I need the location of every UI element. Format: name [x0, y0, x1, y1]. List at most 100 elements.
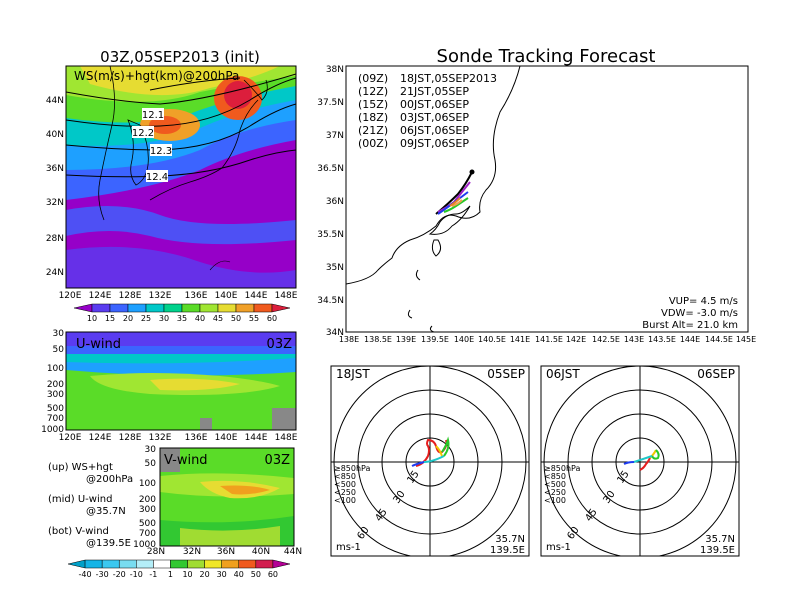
- legend-init: (09Z): [358, 72, 388, 85]
- colorbar-tick: 45: [213, 314, 223, 323]
- lat-tick: 35N: [326, 263, 344, 273]
- p-tick: 50: [145, 459, 157, 469]
- hodo-right-unit: ms-1: [546, 542, 571, 553]
- colorbar-tick: 50: [251, 570, 261, 579]
- colorbar-swatch: [127, 303, 147, 313]
- lon-tick: 120E: [59, 433, 82, 443]
- hodograph-right: 06JST 06SEP 15 30 45 60 ≥850hPa <850 <50…: [540, 365, 740, 557]
- colorbar-tick: -40: [79, 570, 92, 579]
- colorbar-tick: 1: [168, 570, 173, 579]
- p-tick: 300: [139, 505, 156, 515]
- colorbar-swatch: [199, 303, 219, 313]
- colorbar-tick: 20: [200, 570, 210, 579]
- lat-tick: 37N: [326, 131, 344, 141]
- hodo-left-lon: 139.5E: [490, 545, 525, 556]
- colorbar-swatch: [187, 559, 205, 569]
- track-legend: (09Z) 18JST,05SEP2013 (12Z) 21JST,05SEP …: [358, 72, 497, 150]
- contour-label: 12.2: [132, 128, 154, 139]
- level-legend: <850: [544, 472, 566, 481]
- colorbar-swatch: [163, 303, 183, 313]
- map-contour-labels: 12.1 12.2 12.3 12.4: [132, 108, 172, 183]
- lon-tick: 140E: [215, 291, 238, 301]
- legend-time: 06JST,06SEP: [400, 124, 469, 137]
- colorbar-tick: 40: [195, 314, 205, 323]
- lon-tick: 128E: [119, 291, 142, 301]
- hodo-left-lat: 35.7N: [495, 534, 525, 545]
- track-coastline: [346, 66, 521, 332]
- p-tick: 100: [139, 479, 156, 489]
- lat-tick: 35.5N: [317, 230, 344, 240]
- sonde-track: [435, 171, 473, 215]
- v-wind-time: 03Z: [265, 453, 291, 468]
- hodo-left-date: 05SEP: [487, 367, 525, 381]
- lon-tick: 144E: [680, 335, 700, 344]
- lat-tick: 28N: [147, 547, 165, 557]
- colorbar-swatch: [67, 559, 86, 569]
- colorbar-tick: -30: [96, 570, 109, 579]
- lon-tick: 144.5E: [705, 335, 733, 344]
- colorbar-swatch: [181, 303, 201, 313]
- colorbar-swatch: [153, 559, 171, 569]
- lon-tick: 136E: [185, 433, 208, 443]
- track-frame: [345, 65, 749, 333]
- map-title: 03Z,05SEP2013 (init): [100, 48, 260, 66]
- lon-tick: 128E: [119, 433, 142, 443]
- p-tick: 30: [145, 445, 157, 455]
- legend-init: (18Z): [358, 111, 388, 124]
- note-mid-level: @35.7N: [86, 506, 126, 517]
- lon-tick: 148E: [275, 433, 298, 443]
- p-tick: 1000: [41, 425, 64, 435]
- p-tick: 200: [47, 380, 64, 390]
- lat-tick: 36N: [326, 197, 344, 207]
- lon-tick: 138E: [339, 335, 359, 344]
- vup-text: VUP= 4.5 m/s: [669, 296, 738, 307]
- p-tick: 200: [139, 495, 156, 505]
- p-tick: 700: [139, 529, 156, 539]
- level-legend: <100: [544, 496, 566, 505]
- note-up-level: @200hPa: [86, 474, 133, 485]
- colorbar-swatch: [91, 303, 111, 313]
- legend-init: (00Z): [358, 137, 388, 150]
- u-wind-time: 03Z: [267, 337, 293, 352]
- v-wind-label: V-wind: [164, 453, 208, 468]
- colorbar-tick: 10: [182, 570, 192, 579]
- legend-time: 09JST,06SEP: [400, 137, 469, 150]
- colorbar-swatch: [73, 303, 93, 313]
- colorbar-tick: 60: [268, 570, 278, 579]
- colorbar-swatch: [170, 559, 188, 569]
- hodo-right-lon: 139.5E: [700, 545, 735, 556]
- level-legend: <250: [544, 488, 566, 497]
- lat-tick: 36.5N: [317, 164, 344, 174]
- lat-tick: 32N: [183, 547, 201, 557]
- lon-tick: 141E: [510, 335, 530, 344]
- colorbar-swatch: [136, 559, 154, 569]
- colorbar-swatch: [109, 303, 129, 313]
- colorbar-tick: 20: [123, 314, 133, 323]
- colorbar-swatch: [253, 303, 273, 313]
- colorbar-swatch: [255, 559, 274, 569]
- lat-tick: 24N: [46, 268, 64, 278]
- lat-tick: 36N: [217, 547, 235, 557]
- u-wind-lon-ticks: 120E 124E 128E 132E 136E 140E 144E 148E: [59, 433, 298, 443]
- colorbar-swatch: [118, 559, 137, 569]
- p-tick: 500: [47, 404, 64, 414]
- colorbar-tick: 55: [249, 314, 259, 323]
- colorbar-tick: -20: [113, 570, 126, 579]
- legend-time: 21JST,05SEP: [400, 85, 469, 98]
- contour-label: 12.1: [142, 110, 164, 121]
- colorbar-tick: -1: [149, 570, 157, 579]
- map-frame: [65, 65, 297, 289]
- sonde-track: [449, 197, 461, 207]
- note-bot-level: @139.5E: [86, 538, 131, 549]
- lon-tick: 142E: [566, 335, 586, 344]
- lon-tick: 142.5E: [592, 335, 620, 344]
- lon-tick: 139E: [396, 335, 416, 344]
- hodo-right-lat: 35.7N: [705, 534, 735, 545]
- lon-tick: 138.5E: [364, 335, 392, 344]
- colorbar-tick: 40: [234, 570, 244, 579]
- legend-time: 03JST,06SEP: [400, 111, 469, 124]
- track-lat-ticks: 38N 37.5N 37N 36.5N 36N 35.5N 35N 34.5N …: [317, 65, 344, 338]
- lat-tick: 36N: [46, 164, 64, 174]
- note-bot: (bot) V-wind: [48, 526, 109, 537]
